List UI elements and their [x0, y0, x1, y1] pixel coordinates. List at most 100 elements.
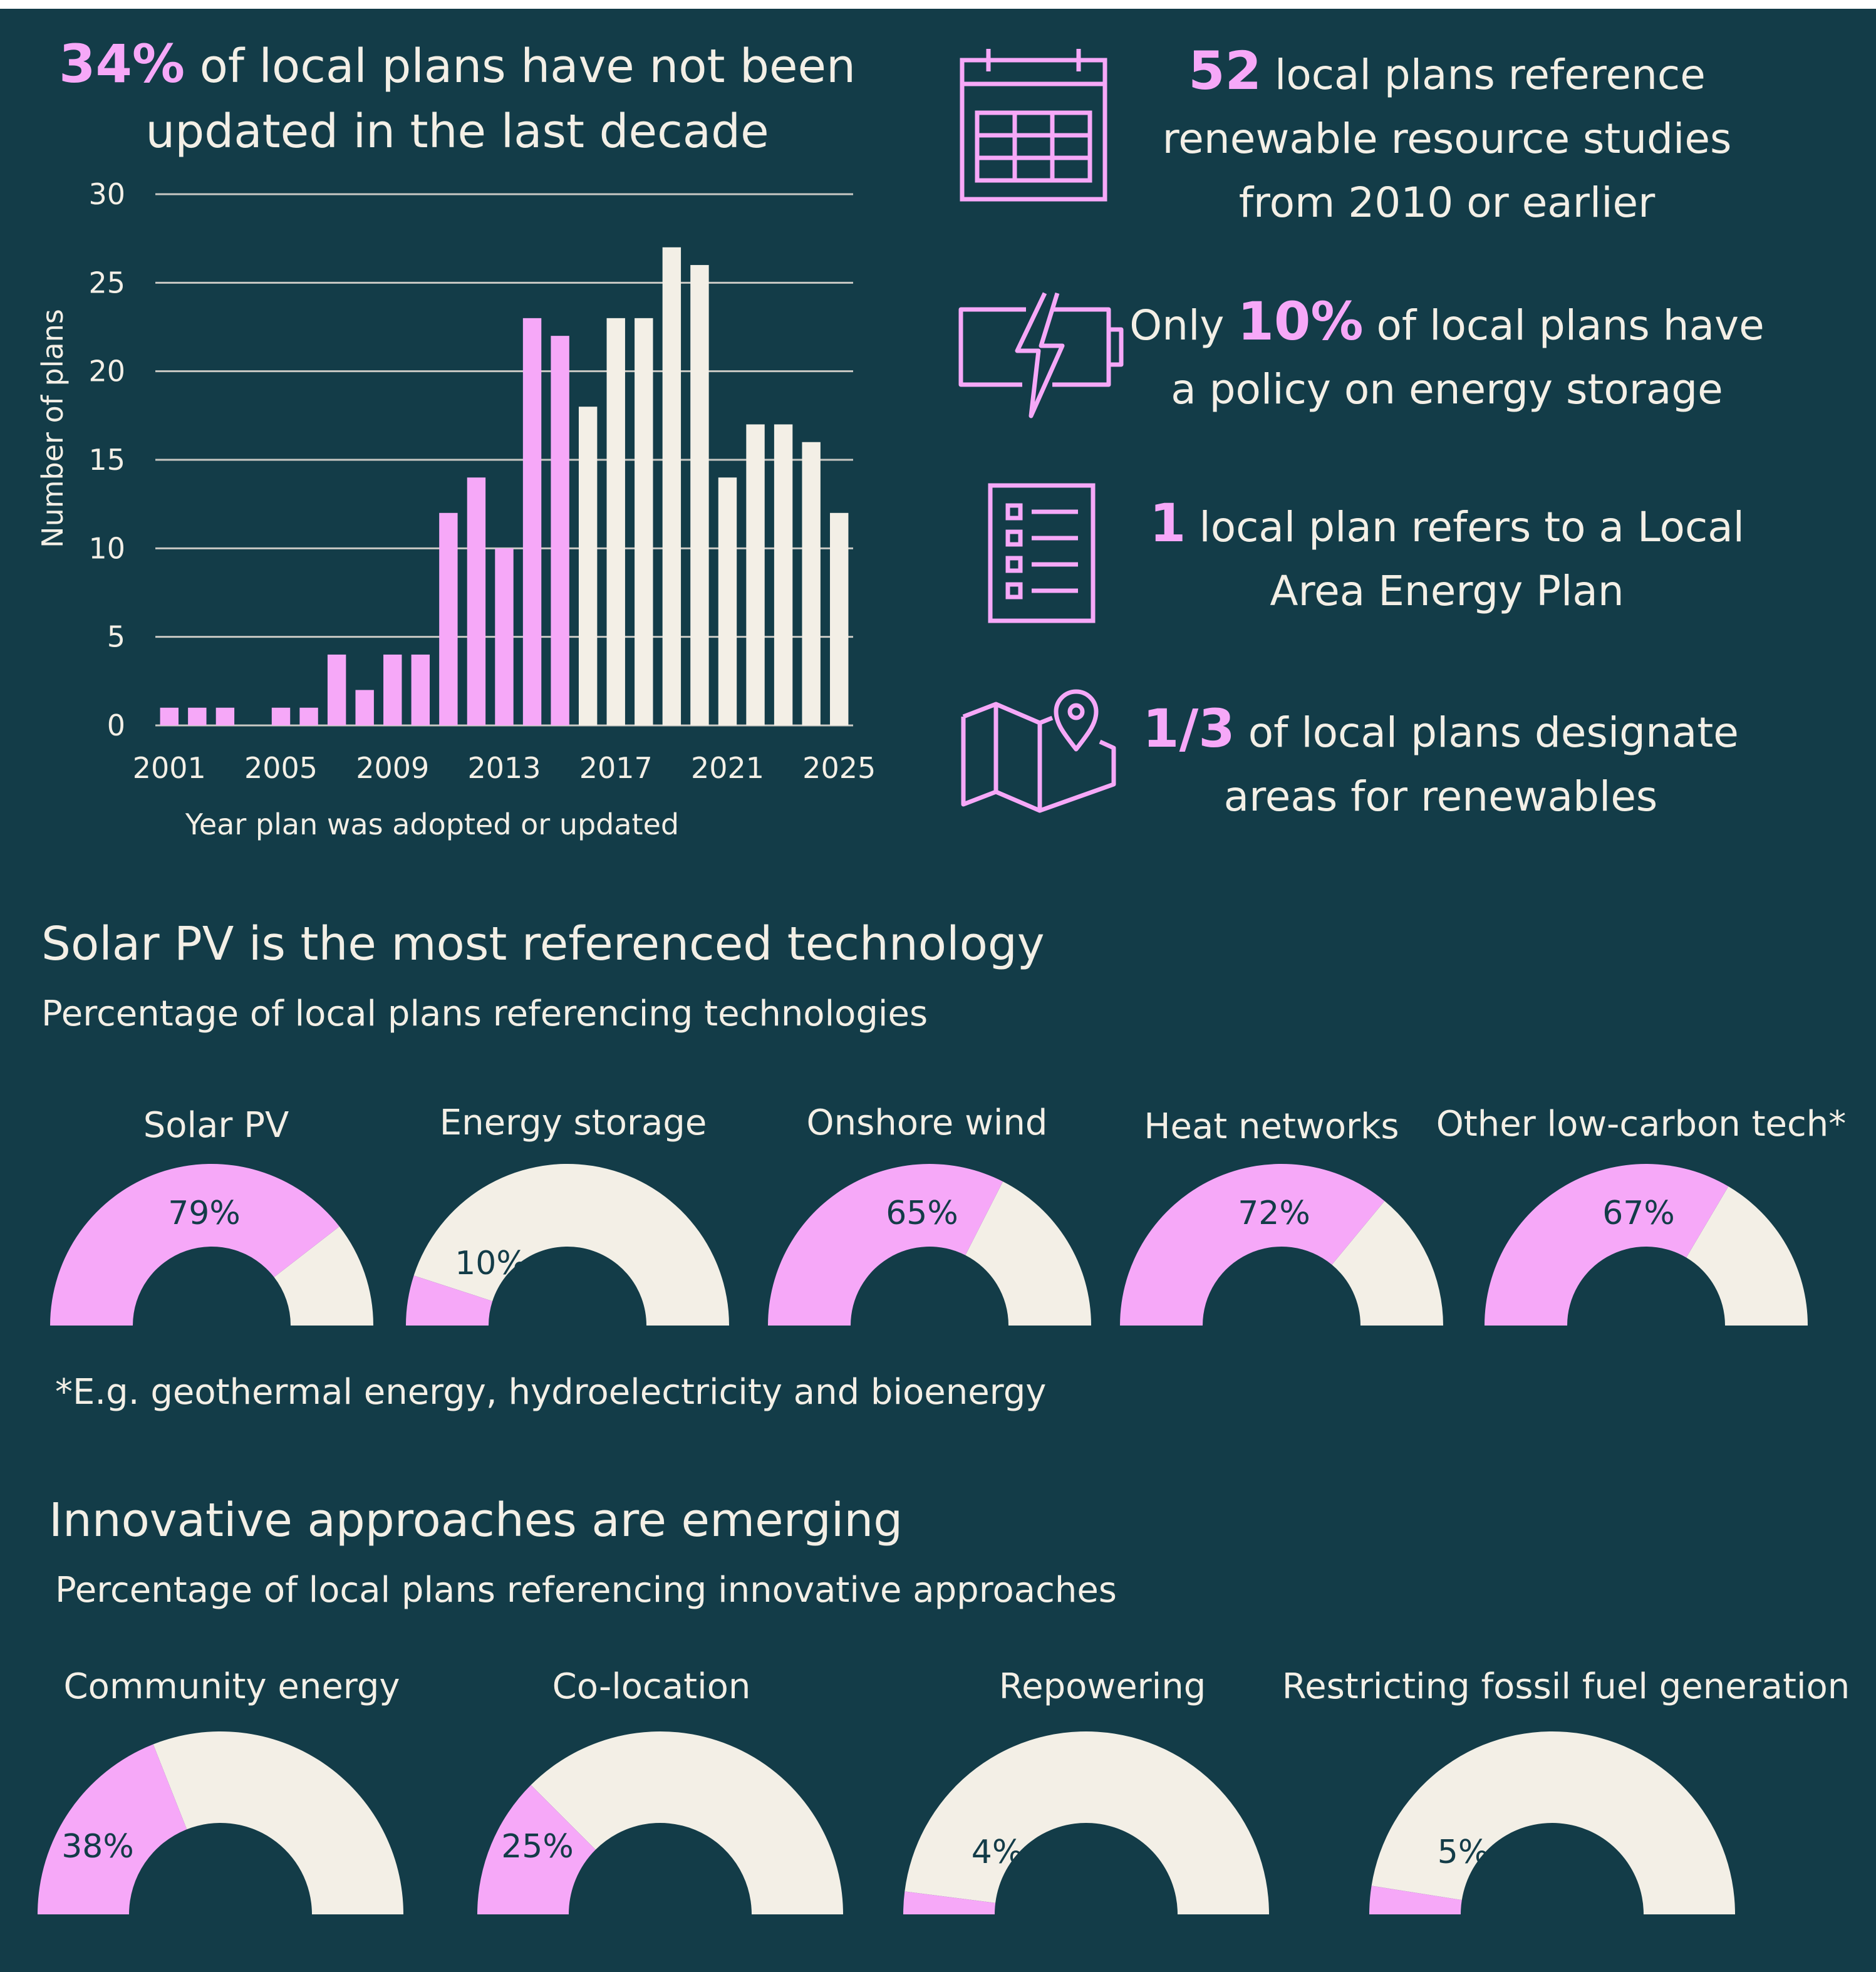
gauge-energy-storage-value-label: 10%	[455, 1245, 527, 1282]
gauge-other-low-carbon-value-arc	[1485, 1163, 1729, 1326]
gauge-other-low-carbon-remainder-arc	[1686, 1186, 1808, 1326]
y-tick-label: 0	[107, 708, 125, 742]
gauge-repowering-remainder-arc	[904, 1731, 1269, 1914]
bar-2021	[718, 477, 737, 725]
gauge-onshore-wind-value-label: 65%	[886, 1195, 958, 1232]
innovative-gauges: 38% 25% 4% 5%	[38, 1731, 1735, 1914]
y-tick-label: 5	[107, 620, 125, 654]
gauge-community-energy-value-label: 38%	[61, 1828, 134, 1866]
bar-2013	[495, 548, 514, 725]
gauge-label-co-location: Co-location	[552, 1666, 751, 1707]
bar-2012	[467, 477, 486, 725]
gauge-restricting-fossil-remainder-arc	[1371, 1731, 1735, 1914]
gauge-restricting-fossil-value-label: 5%	[1438, 1834, 1490, 1871]
bar-2011	[439, 512, 458, 725]
bar-2003	[215, 707, 235, 725]
gauge-community-energy-remainder-arc	[153, 1731, 403, 1914]
gauge-onshore-wind-value-arc	[768, 1164, 1003, 1326]
gauge-other-low-carbon-value-label: 67%	[1602, 1195, 1675, 1232]
stat-text-line: areas for renewables	[1223, 772, 1658, 821]
stat-number: 1/3	[1143, 698, 1235, 759]
bar-2016	[578, 407, 598, 725]
bar-2022	[746, 424, 765, 725]
bar-2015	[551, 336, 569, 725]
stat-renewable-areas: 1/3 of local plans designate areas for r…	[1115, 697, 1766, 829]
gauge-repowering-value-label: 4%	[972, 1834, 1024, 1871]
stat-number: 10%	[1237, 291, 1364, 352]
stat-text-line: local plans reference	[1275, 51, 1706, 99]
y-tick-label: 10	[88, 531, 125, 565]
gauge-heat-networks-value-label: 72%	[1238, 1195, 1310, 1232]
x-axis-label: Year plan was adopted or updated	[185, 807, 679, 841]
bar-2017	[606, 318, 625, 725]
y-tick-label: 30	[88, 177, 125, 211]
gauge-community-energy-value-arc	[38, 1744, 187, 1914]
y-tick-label: 25	[88, 266, 125, 299]
gauge-solar-pv-value-label: 79%	[168, 1195, 241, 1232]
gauge-label-other-low-carbon: Other low-carbon tech*	[1436, 1104, 1847, 1144]
bar-2006	[299, 707, 318, 725]
stat-text-line: of local plans designate	[1248, 708, 1739, 757]
bar-2014	[522, 318, 542, 725]
bar-2001	[160, 707, 179, 725]
headline: 34% of local plans have not been updated…	[56, 31, 858, 164]
y-tick-label: 20	[88, 355, 125, 388]
innov-section-subtitle: Percentage of local plans referencing in…	[55, 1570, 1117, 1611]
gauge-label-onshore-wind: Onshore wind	[806, 1103, 1048, 1143]
gauge-co-location-value-label: 25%	[501, 1828, 574, 1866]
footnote: *E.g. geothermal energy, hydroelectricit…	[55, 1372, 1047, 1413]
tech-section-title: Solar PV is the most referenced technolo…	[41, 917, 1045, 971]
x-tick-label: 2005	[244, 751, 318, 785]
gauge-solar-pv-value-arc	[49, 1164, 339, 1326]
headline-percent: 34%	[59, 33, 185, 95]
stat-energy-storage: Only 10% of local plans have a policy on…	[1115, 289, 1779, 422]
gauge-restricting-fossil-value-arc	[1369, 1886, 1462, 1914]
gauge-onshore-wind-remainder-arc	[965, 1181, 1091, 1326]
bar-2008	[355, 690, 374, 725]
headline-line2: updated in the last decade	[145, 105, 769, 158]
gauge-co-location-remainder-arc	[531, 1731, 843, 1914]
gauge-heat-networks-value-arc	[1120, 1164, 1385, 1326]
bar-2025	[830, 512, 849, 725]
gauge-label-solar-pv: Solar PV	[143, 1105, 289, 1146]
stat-number: 1	[1149, 492, 1186, 554]
bar-2007	[327, 654, 346, 725]
checklist-icon	[988, 483, 1096, 623]
gauge-label-restricting-fossil: Restricting fossil fuel generation	[1282, 1666, 1850, 1707]
bar-2005	[271, 707, 291, 725]
bar-2002	[188, 707, 207, 725]
gauge-label-energy-storage: Energy storage	[439, 1103, 707, 1143]
tech-section-subtitle: Percentage of local plans referencing te…	[41, 994, 928, 1034]
stat-text-line: a policy on energy storage	[1171, 365, 1723, 413]
stat-laep: 1 local plan refers to a Local Area Ener…	[1115, 491, 1779, 623]
x-tick-label: 2001	[133, 751, 206, 785]
gauge-co-location-value-arc	[477, 1785, 596, 1914]
stat-text-line: renewable resource studies	[1162, 115, 1732, 163]
bar-2018	[635, 318, 653, 725]
y-tick-label: 15	[88, 443, 125, 477]
bar-2023	[774, 424, 793, 725]
bar-2009	[383, 654, 402, 725]
stat-text-line: from 2010 or earlier	[1238, 179, 1656, 227]
gauge-label-heat-networks: Heat networks	[1144, 1106, 1399, 1147]
map-pin-icon	[961, 689, 1116, 813]
gauge-label-repowering: Repowering	[998, 1666, 1206, 1707]
technology-gauges: 79% 10% 65% 72% 67%	[49, 1163, 1808, 1326]
x-tick-label: 2013	[467, 751, 541, 785]
gauge-repowering-value-arc	[903, 1891, 996, 1914]
infographic: 34% of local plans have not been updated…	[0, 9, 1876, 1972]
stat-number: 52	[1188, 40, 1262, 101]
gauge-label-community-energy: Community energy	[63, 1666, 400, 1707]
y-axis-label: Number of plans	[36, 309, 70, 548]
gauge-energy-storage-value-arc	[406, 1275, 493, 1326]
stat-text-line: of local plans have	[1376, 301, 1765, 350]
x-tick-label: 2021	[691, 751, 764, 785]
stat-text-line: Area Energy Plan	[1270, 567, 1624, 615]
bar-2019	[662, 247, 681, 725]
bar-2020	[690, 265, 709, 726]
x-tick-label: 2009	[356, 751, 429, 785]
gauge-solar-pv-remainder-arc	[274, 1226, 373, 1326]
battery-bolt-icon	[958, 292, 1124, 418]
bar-2024	[802, 442, 821, 725]
stat-pre-text: Only	[1129, 301, 1225, 350]
